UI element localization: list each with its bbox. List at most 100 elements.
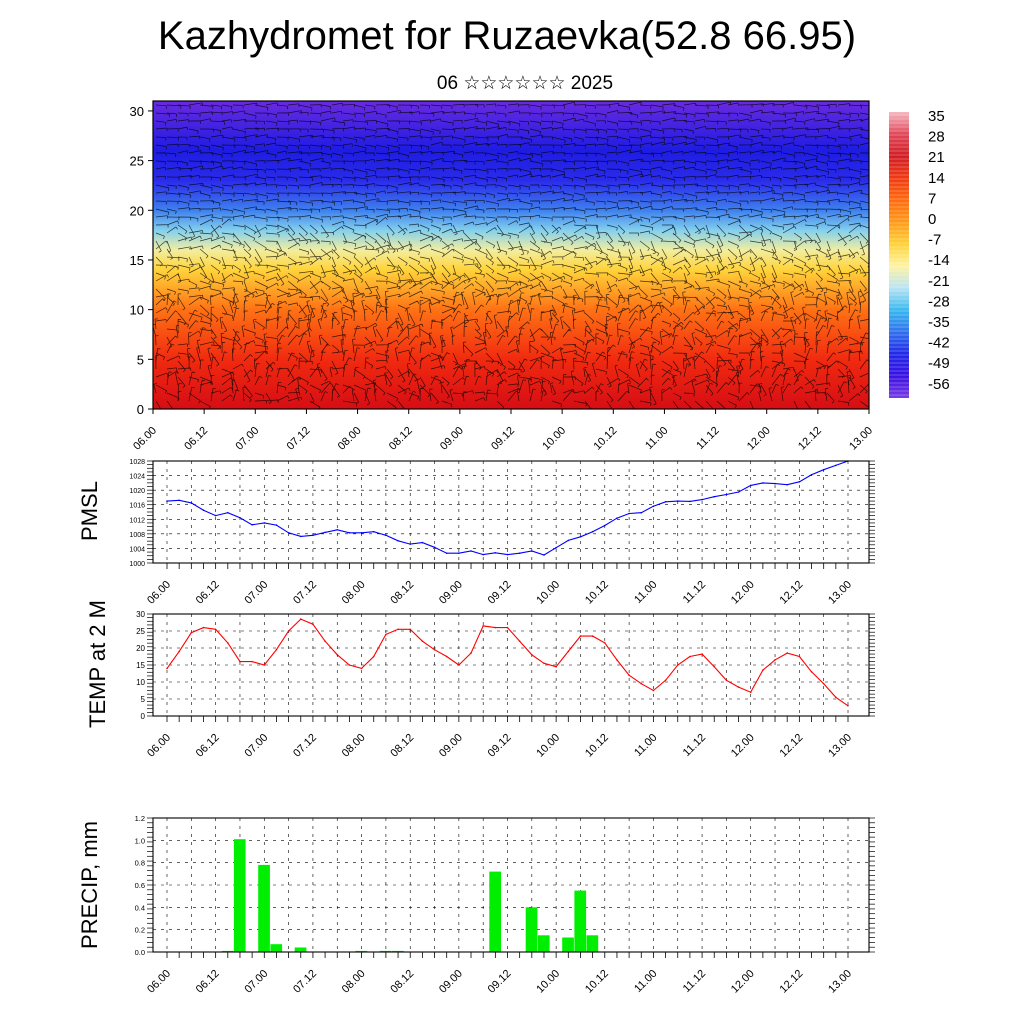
data-point <box>433 648 436 651</box>
data-point <box>470 652 472 654</box>
x-tick-label: 12.00 <box>729 732 757 760</box>
x-tick-label: 07.12 <box>291 579 319 607</box>
data-point <box>202 626 205 629</box>
y-tick-label: 0 <box>141 712 146 721</box>
x-tick-label: 07.00 <box>233 425 261 453</box>
x-tick-label: 06.00 <box>145 968 173 996</box>
y-tick-label: 1012 <box>129 517 145 524</box>
y-tick-label: 0.4 <box>135 903 145 912</box>
data-point <box>713 495 715 498</box>
x-tick-label: 13.00 <box>847 425 875 453</box>
x-tick-label: 06.12 <box>194 968 222 996</box>
x-tick-label: 07.00 <box>242 968 270 996</box>
x-tick-label: 08.12 <box>388 968 416 996</box>
x-tick-label: 11.12 <box>681 732 708 759</box>
data-point <box>458 664 460 666</box>
x-tick-label: 06.00 <box>145 579 173 607</box>
precip-bar <box>258 864 270 952</box>
data-point <box>616 659 618 661</box>
colorbar-label: 14 <box>928 170 945 187</box>
precip-bar <box>233 839 246 952</box>
colorbar-label: 7 <box>928 190 936 207</box>
x-tick-label: 11.12 <box>681 579 708 606</box>
precip-bar <box>294 947 307 952</box>
data-point <box>324 531 326 534</box>
y-tick-label: 1024 <box>129 474 145 481</box>
data-point <box>798 655 801 658</box>
data-point <box>312 623 314 625</box>
x-tick-label: 10.12 <box>583 579 611 607</box>
data-point <box>445 655 448 658</box>
y-tick-label: 20 <box>136 644 145 653</box>
x-tick-label: 09.12 <box>486 968 514 996</box>
data-point <box>567 650 570 653</box>
data-point <box>166 667 168 670</box>
y-tick-label: 20 <box>130 203 144 218</box>
data-point <box>616 517 618 519</box>
y-tick-label: 1004 <box>129 546 145 553</box>
y-axis-label: PMSL <box>77 481 102 541</box>
x-tick-label: 08.12 <box>387 425 415 453</box>
precip-bar <box>574 890 587 952</box>
data-point <box>227 642 229 644</box>
data-point <box>749 484 752 487</box>
data-point <box>628 674 630 676</box>
data-point <box>385 534 387 537</box>
x-tick-label: 08.12 <box>388 579 416 607</box>
colorbar-scale <box>889 112 909 398</box>
precip-bar <box>586 935 599 953</box>
data-point <box>397 628 399 631</box>
x-tick-label: 10.00 <box>534 579 562 607</box>
data-point <box>579 536 582 538</box>
y-axis-label: PRECIP, mm <box>77 821 102 949</box>
data-point <box>275 648 278 651</box>
data-point <box>202 509 205 512</box>
data-point <box>822 682 825 685</box>
data-point <box>774 659 776 661</box>
y-tick-label: 1028 <box>129 459 145 466</box>
series-line <box>166 460 849 556</box>
data-point <box>689 655 691 658</box>
data-point <box>239 517 241 519</box>
x-tick-label: 07.12 <box>291 732 319 760</box>
x-tick-label: 11.12 <box>694 425 721 452</box>
data-point <box>482 625 485 627</box>
data-point <box>312 534 314 537</box>
y-tick-label: 25 <box>130 154 144 169</box>
data-point <box>725 679 728 682</box>
x-tick-label: 11.00 <box>643 425 670 452</box>
data-point <box>372 530 375 533</box>
data-point <box>190 502 193 504</box>
data-point <box>433 546 436 549</box>
heatmap-panel: 0 5 10 15 20 25 30 06.00 06.12 07.00 07.12 08.00 08.… <box>130 100 875 453</box>
chart-title: Kazhydromet for Ruzaevka(52.8 66.95) <box>157 14 857 58</box>
data-point <box>397 540 399 542</box>
data-point <box>810 474 813 476</box>
colorbar-label: -28 <box>928 293 950 310</box>
precip-bar <box>270 944 283 952</box>
x-tick-label: 07.00 <box>242 732 270 760</box>
y-tick-label: 1.2 <box>135 814 145 823</box>
y-tick-label: 30 <box>136 610 145 619</box>
data-point <box>300 618 302 620</box>
colorbar-label: 28 <box>928 129 945 146</box>
x-tick-label: 12.12 <box>778 732 806 760</box>
data-point <box>287 630 290 632</box>
precip-bar <box>525 907 538 952</box>
data-point <box>421 541 424 544</box>
data-point <box>591 635 594 637</box>
data-point <box>275 524 278 526</box>
data-point <box>348 532 351 534</box>
x-tick-label: 10.12 <box>583 732 611 760</box>
data-point <box>835 696 837 699</box>
data-point <box>543 554 545 556</box>
x-tick-label: 10.00 <box>540 425 568 453</box>
data-point <box>348 664 351 666</box>
data-point <box>555 665 557 668</box>
data-point <box>409 628 412 631</box>
x-tick-label: 10.12 <box>583 968 611 996</box>
data-point <box>725 493 728 496</box>
data-point <box>579 635 582 637</box>
data-point <box>664 501 667 503</box>
x-tick-label: 10.00 <box>534 732 562 760</box>
